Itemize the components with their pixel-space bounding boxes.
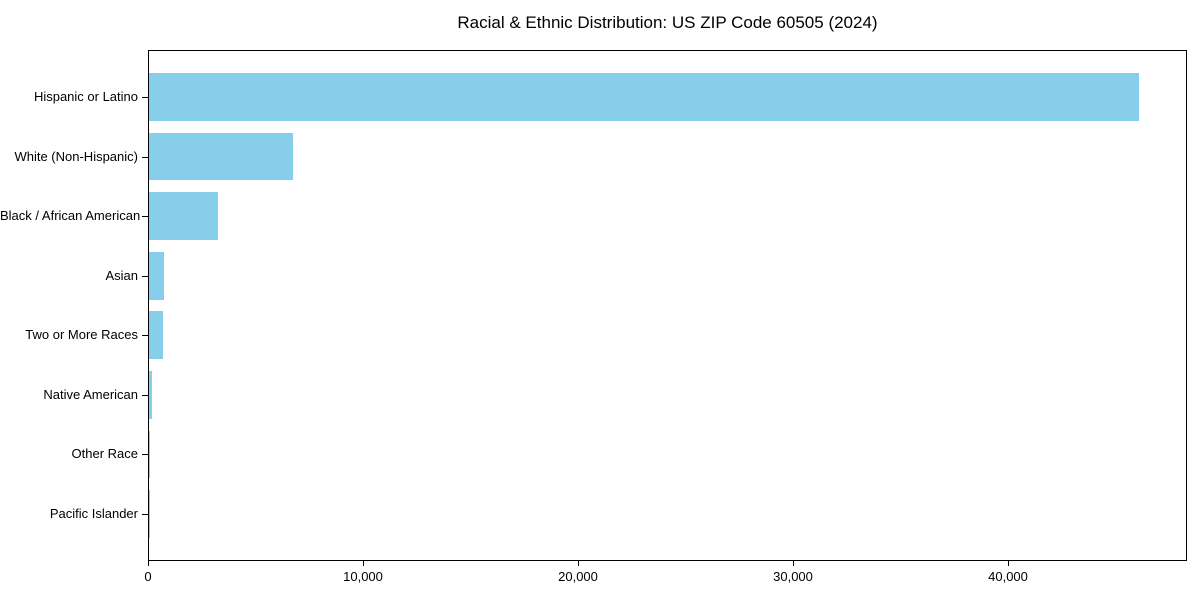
bar	[149, 192, 218, 240]
x-tick-label: 0	[144, 569, 152, 584]
bar	[149, 371, 152, 419]
bar	[149, 73, 1139, 121]
x-tick	[148, 561, 149, 566]
bar	[149, 132, 294, 181]
y-tick	[142, 97, 148, 98]
y-axis-label: White (Non-Hispanic)	[14, 149, 138, 164]
bar	[149, 490, 150, 538]
y-axis-label: Other Race	[71, 446, 138, 461]
x-tick	[578, 561, 579, 566]
chart-title: Racial & Ethnic Distribution: US ZIP Cod…	[457, 13, 878, 32]
y-axis-label: Hispanic or Latino	[33, 89, 138, 104]
x-tick-label: 10,000	[343, 569, 383, 584]
plot-area	[148, 50, 1187, 561]
y-tick	[142, 157, 148, 158]
y-tick	[142, 335, 148, 336]
y-tick	[142, 514, 148, 515]
x-tick-label: 20,000	[558, 569, 598, 584]
y-axis-label: Pacific Islander	[49, 506, 138, 521]
x-tick	[1008, 561, 1009, 566]
bar	[149, 311, 163, 360]
x-tick-label: 40,000	[988, 569, 1028, 584]
y-tick	[142, 216, 148, 217]
y-axis-label: Asian	[105, 268, 138, 283]
bar	[149, 251, 165, 300]
bar	[149, 430, 151, 479]
x-tick	[793, 561, 794, 566]
x-tick-label: 30,000	[773, 569, 813, 584]
y-axis-label: Two or More Races	[25, 327, 138, 342]
y-axis-label: Black / African American	[0, 208, 141, 223]
y-tick	[142, 395, 148, 396]
x-tick	[363, 561, 364, 566]
y-tick	[142, 276, 148, 277]
y-tick	[142, 454, 148, 455]
y-axis-label: Native American	[43, 387, 138, 402]
